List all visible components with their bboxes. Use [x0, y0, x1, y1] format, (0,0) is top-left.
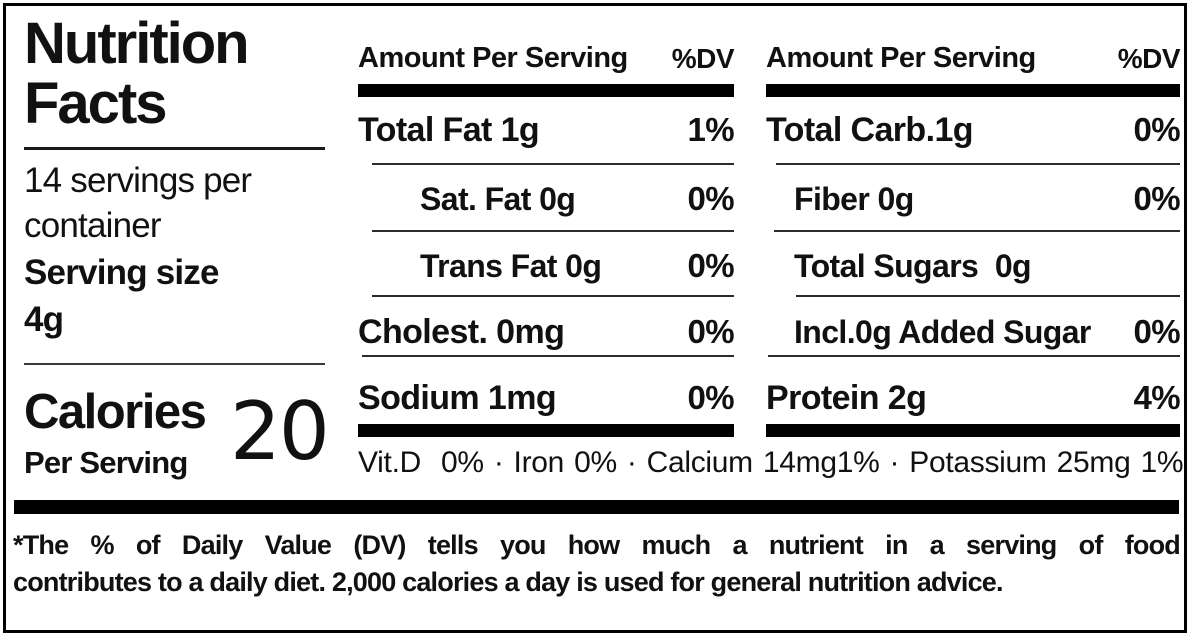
nutrient-name: Fiber 0g [794, 181, 914, 217]
nutrient-dv: 0% [1133, 180, 1181, 217]
footnote-line2: contributes to a daily diet. 2,000 calor… [13, 567, 1004, 597]
serving-size: Serving size 4g [24, 249, 334, 343]
nutrient-dv: 0% [1133, 111, 1181, 148]
nutrient-name: Protein 2g [766, 379, 927, 417]
dv-header: %DV [671, 43, 735, 74]
nutrient-dv: 1% [687, 111, 735, 148]
micronutrients-line: Vit.D 0% · Iron 0% · Calcium 14mg1% · Po… [358, 446, 1184, 479]
amount-per-serving-header: Amount Per Serving [358, 42, 628, 74]
thick-bar [358, 84, 734, 97]
nutrient-name: Trans Fat 0g [420, 248, 602, 284]
nutrient-row-total-sugars: Total Sugars 0g [766, 246, 1180, 286]
servings-line2: container [24, 206, 162, 245]
amount-per-serving-header: Amount Per Serving [766, 42, 1036, 74]
nutrient-row-total-carb: Total Carb.1g 0% [766, 110, 1181, 150]
label-title: Nutrition Facts [24, 14, 334, 134]
nutrient-name: Total Fat 1g [358, 111, 540, 149]
nutrient-row-total-fat: Total Fat 1g 1% [358, 110, 735, 150]
serving-size-label: Serving size [24, 253, 219, 292]
row-divider [372, 230, 734, 232]
nutrient-dv: 4% [1133, 379, 1181, 416]
row-divider [768, 355, 1180, 357]
nutrient-name: Incl.0g Added Sugar [794, 314, 1091, 350]
nutrient-name: Cholest. 0mg [358, 313, 565, 351]
thick-bar-bottom [14, 500, 1179, 514]
daily-value-footnote: *The % of Daily Value (DV) tells you how… [13, 527, 1181, 601]
thick-bar [766, 84, 1180, 97]
calories-label: Calories [24, 385, 207, 439]
nutrient-row-trans-fat: Trans Fat 0g 0% [358, 246, 735, 286]
nutrient-row-fiber: Fiber 0g 0% [766, 179, 1181, 219]
row-divider [372, 295, 734, 297]
row-divider [796, 295, 1180, 297]
nutrient-name: Sodium 1mg [358, 379, 557, 417]
servings-line1: 14 servings per [24, 161, 252, 200]
nutrient-row-sodium: Sodium 1mg 0% [358, 378, 735, 418]
label-border [3, 3, 1187, 633]
servings-per-container: 14 servings per container [24, 158, 334, 248]
column-header: Amount Per Serving %DV [358, 42, 735, 75]
thick-bar [358, 424, 734, 437]
nutrient-column-right: Amount Per Serving %DV Total Carb.1g 0% … [766, 0, 1181, 525]
nutrient-column-left: Amount Per Serving %DV Total Fat 1g 1% S… [358, 0, 735, 525]
calories-divider [24, 363, 325, 365]
footnote-line1: *The % of Daily Value (DV) tells you how… [13, 530, 1181, 560]
nutrient-name: Total Sugars 0g [794, 248, 1032, 284]
column-header: Amount Per Serving %DV [766, 42, 1181, 75]
row-divider [362, 355, 734, 357]
row-divider [776, 163, 1180, 165]
label-title-line2: Facts [24, 71, 168, 136]
nutrient-dv: 0% [687, 379, 735, 416]
nutrient-dv: 0% [687, 180, 735, 217]
title-divider [24, 147, 325, 150]
nutrient-dv: 0% [687, 247, 735, 284]
nutrient-row-cholesterol: Cholest. 0mg 0% [358, 312, 735, 352]
label-title-line1: Nutrition [24, 11, 250, 76]
serving-size-value: 4g [24, 300, 64, 339]
row-divider [774, 230, 1180, 232]
nutrient-name: Total Carb.1g [766, 111, 974, 149]
row-divider [372, 163, 734, 165]
dv-header: %DV [1117, 43, 1181, 74]
nutrient-row-protein: Protein 2g 4% [766, 378, 1181, 418]
nutrient-dv: 0% [1133, 313, 1181, 350]
thick-bar [766, 424, 1180, 437]
nutrient-name: Sat. Fat 0g [420, 181, 576, 217]
nutrient-row-sat-fat: Sat. Fat 0g 0% [358, 179, 735, 219]
calories-value: 20 [230, 385, 330, 478]
calories-sublabel: Per Serving [24, 445, 188, 480]
nutrient-row-added-sugar: Incl.0g Added Sugar 0% [766, 312, 1181, 352]
nutrient-dv: 0% [687, 313, 735, 350]
